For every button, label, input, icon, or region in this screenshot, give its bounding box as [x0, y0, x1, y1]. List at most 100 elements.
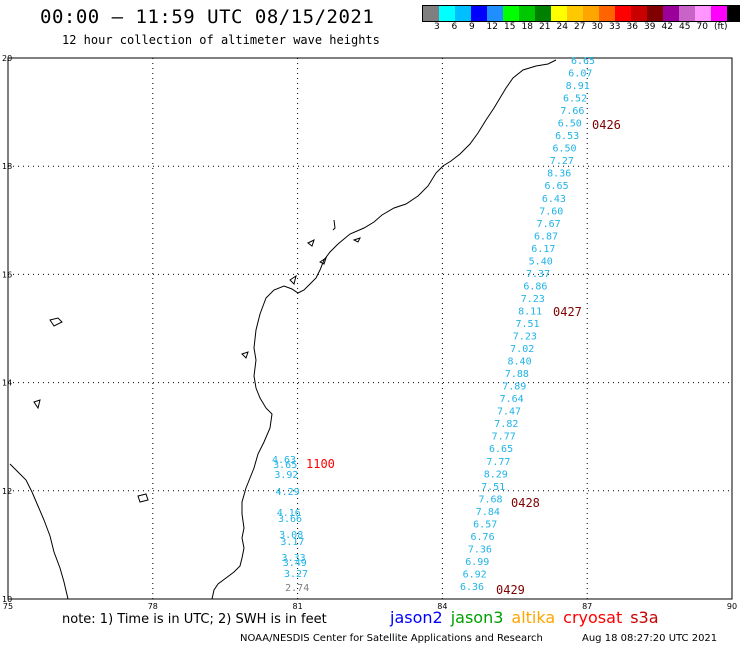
swh-track-coastal: 4.633.653.92 4.29 4.163.66 3.083.17 3.333.49…: [272, 455, 309, 594]
satellite-name: altika: [511, 608, 556, 627]
swh-value: 6.07: [568, 69, 592, 80]
swh-value: 8.29: [484, 469, 508, 480]
legend-label: 33: [609, 22, 621, 32]
legend-swatch: [455, 6, 471, 21]
swh-value: 7.89: [502, 382, 526, 393]
swh-value: 4.16: [277, 508, 301, 519]
pass-id-label: 0428: [511, 496, 540, 510]
units-note: note: 1) Time is in UTC; 2) SWH is in fe…: [62, 612, 327, 627]
swh-value: 3.66: [278, 514, 302, 525]
coastline: [9, 59, 557, 600]
legend-label: 15: [504, 22, 516, 32]
swh-value: 6.92: [463, 569, 487, 580]
map-canvas: 75 78 81 84 87 90 20 18 16 14 12 10 6.65 6.078.91 6.5…: [2, 54, 737, 611]
lat-tick-label: 18: [2, 162, 12, 171]
swh-value: 7.23: [513, 332, 537, 343]
swh-value: 6.50: [558, 119, 582, 130]
legend-swatch: [535, 6, 551, 21]
lat-tick-label: 10: [2, 595, 12, 604]
map-title: 00:00 – 11:59 UTC 08/15/2021: [40, 6, 375, 28]
map-subtitle: 12 hour collection of altimeter wave hei…: [62, 33, 380, 47]
swh-value: 6.53: [555, 131, 579, 142]
swh-value: 8.91: [566, 81, 590, 92]
swh-value: 6.50: [552, 144, 576, 155]
swh-value: 3.49: [283, 558, 307, 569]
legend-swatch: [439, 6, 455, 21]
island-small-3: [352, 237, 361, 243]
swh-value: 6.36: [460, 582, 484, 593]
island-small-1: [332, 219, 336, 231]
legend-swatch: [471, 6, 487, 21]
legend-swatch: [647, 6, 663, 21]
legend-label: 18: [521, 22, 533, 32]
swh-value: 7.60: [539, 206, 563, 217]
grid-lines: [8, 58, 732, 599]
island-small-5: [289, 274, 297, 285]
legend-swatch: [551, 6, 567, 21]
legend-swatch: [631, 6, 647, 21]
swh-value: 6.65: [571, 56, 595, 67]
pass-labels: 0426 0427 0428 0429 1100: [306, 118, 621, 597]
color-legend: [422, 5, 740, 22]
legend-label: 70: [696, 22, 708, 32]
lat-tick-label: 12: [2, 487, 12, 496]
swh-value: 6.76: [471, 532, 495, 543]
india-east-coastline: [211, 59, 557, 600]
timestamp-text: Aug 18 08:27:20 UTC 2021: [582, 633, 718, 644]
pass-id-label: 0426: [592, 118, 621, 132]
swh-value: 6.17: [531, 244, 555, 255]
swh-value: 5.40: [529, 256, 553, 267]
lon-tick-label: 81: [293, 602, 303, 611]
legend-swatch: [711, 6, 727, 21]
swh-value: 8.36: [547, 169, 571, 180]
satellite-name: cryosat: [563, 608, 623, 627]
swh-value: 6.52: [563, 94, 587, 105]
swh-value: 7.84: [476, 507, 500, 518]
credit-text: NOAA/NESDIS Center for Satellite Applica…: [240, 633, 543, 644]
legend-label: 12: [486, 22, 498, 32]
swh-value: 3.08: [279, 530, 303, 541]
lon-tick-label: 78: [148, 602, 158, 611]
swh-value: 7.27: [550, 156, 574, 167]
swh-value: 7.68: [478, 494, 502, 505]
legend-label: 27: [574, 22, 586, 32]
lat-tick-label: 16: [2, 270, 12, 279]
legend-label: 6: [451, 22, 458, 32]
lon-tick-label: 75: [3, 602, 13, 611]
pass-id-label: 0427: [553, 305, 582, 319]
swh-value: 7.82: [494, 419, 518, 430]
swh-value: 7.64: [500, 394, 524, 405]
legend-swatch: [695, 6, 711, 21]
swh-value: 7.77: [492, 432, 516, 443]
legend-swatch: [503, 6, 519, 21]
legend-label: 36: [626, 22, 638, 32]
swh-value: 3.65: [273, 460, 297, 471]
island-small-6: [49, 317, 63, 327]
lon-tick-label: 84: [437, 602, 447, 611]
swh-value: 3.27: [284, 569, 308, 580]
swh-value: 7.66: [560, 106, 584, 117]
swh-value: 7.23: [521, 294, 545, 305]
legend-label: 30: [591, 22, 603, 32]
swh-value: 7.37: [526, 269, 550, 280]
swh-value: 6.99: [465, 557, 489, 568]
axis-tick-labels: 75 78 81 84 87 90 20 18 16 14 12 10: [2, 54, 737, 611]
swh-value: 6.65: [545, 181, 569, 192]
satellite-name: jason2: [390, 608, 443, 627]
swh-value: 4.63: [272, 455, 296, 466]
legend-swatch: [727, 6, 740, 21]
legend-swatch: [519, 6, 535, 21]
swh-value: 6.65: [489, 444, 513, 455]
island-small-4: [319, 256, 327, 265]
legend-swatch: [615, 6, 631, 21]
map-border: [7, 57, 733, 600]
swh-value: 8.40: [508, 357, 532, 368]
legend-swatch: [663, 6, 679, 21]
legend-swatch: [423, 6, 439, 21]
legend-swatch: [599, 6, 615, 21]
swh-value: 7.77: [486, 457, 510, 468]
pass-id-label: 1100: [306, 457, 335, 471]
legend-label: 42: [661, 22, 673, 32]
satellite-name: s3a: [630, 608, 659, 627]
swh-value: 2.74: [285, 583, 309, 594]
